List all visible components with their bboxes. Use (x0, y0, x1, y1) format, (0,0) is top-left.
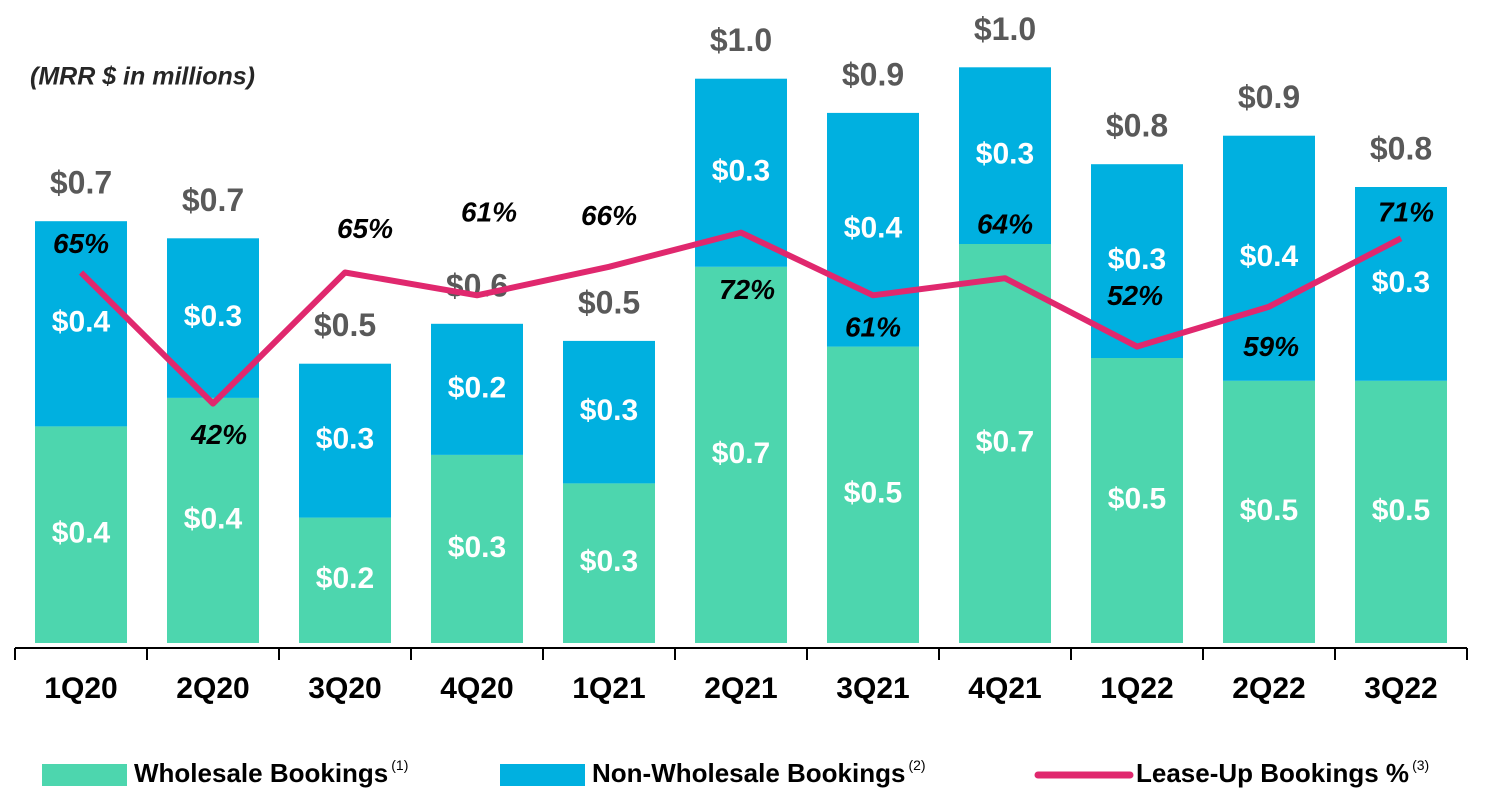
bar-segment (431, 454, 523, 643)
segment-label: $0.5 (1240, 494, 1298, 527)
legend-note: (2) (908, 757, 925, 773)
line-label: 61% (845, 312, 901, 343)
bar-segment (563, 340, 655, 484)
segment-label: $0.4 (184, 502, 243, 535)
segment-label: $0.5 (844, 477, 902, 510)
total-label: $1.0 (710, 22, 772, 58)
legend-label: Lease-Up Bookings % (3) (1136, 757, 1429, 788)
total-label: $0.8 (1106, 108, 1168, 144)
legend-swatch (500, 764, 585, 786)
segment-label: $0.3 (712, 155, 770, 188)
segment-label: $0.3 (184, 300, 242, 333)
line-label: 52% (1107, 280, 1163, 311)
line-label: 66% (581, 200, 637, 231)
bar-segment (827, 346, 919, 643)
legend-note: (1) (391, 757, 408, 773)
total-label: $0.9 (842, 56, 904, 92)
x-tick-label: 4Q21 (968, 672, 1041, 705)
x-tick-label: 3Q22 (1364, 672, 1437, 705)
line-label: 64% (977, 209, 1033, 240)
legend-name: Wholesale Bookings (134, 758, 388, 788)
segment-label: $0.7 (976, 425, 1034, 458)
legend-label: Non-Wholesale Bookings (2) (592, 757, 926, 788)
line (78, 229, 1403, 407)
bar-segment (1223, 380, 1315, 643)
total-label: $1.0 (974, 11, 1036, 47)
total-label: $0.7 (182, 182, 244, 218)
segment-label: $0.5 (1108, 482, 1166, 515)
x-tick-label: 3Q20 (308, 672, 381, 705)
segment-label: $0.3 (580, 545, 638, 578)
segment-label: $0.3 (316, 423, 374, 456)
segment-label: $0.3 (580, 394, 638, 427)
segment-label: $0.2 (316, 562, 374, 595)
legend-name: Non-Wholesale Bookings (592, 758, 905, 788)
total-label: $0.5 (578, 284, 640, 320)
annotation: (MRR $ in millions) (30, 63, 255, 91)
x-tick-label: 1Q22 (1100, 672, 1173, 705)
segment-label: $0.3 (1372, 266, 1430, 299)
line-label: 65% (337, 213, 393, 244)
bar-segment (1355, 187, 1447, 381)
segment-label: $0.7 (712, 437, 770, 470)
bar-segment (959, 67, 1051, 244)
x-tick-label: 1Q21 (572, 672, 645, 705)
bar-segment (431, 323, 523, 455)
segment-label: $0.4 (1240, 240, 1299, 273)
bar-segment (563, 483, 655, 643)
segment-label: $0.3 (976, 138, 1034, 171)
segment-label: $0.4 (52, 517, 111, 550)
bar-segment (695, 266, 787, 643)
segment-label: $0.3 (448, 531, 506, 564)
segment-label: $0.2 (448, 371, 506, 404)
x-tick-label: 3Q21 (836, 672, 909, 705)
x-tick-label: 2Q22 (1232, 672, 1305, 705)
bar-segment (1091, 164, 1183, 358)
total-label: $0.9 (1238, 79, 1300, 115)
legend-swatch (42, 764, 127, 786)
legend-name: Lease-Up Bookings % (1136, 758, 1409, 788)
segment-label: $0.3 (1108, 243, 1166, 276)
bar-segment (959, 244, 1051, 643)
line-label: 61% (461, 197, 517, 228)
segment-label: $0.4 (52, 306, 111, 339)
legend-note: (3) (1412, 757, 1429, 773)
bar-segment (1223, 135, 1315, 381)
bar-segment (299, 517, 391, 643)
x-tick-label: 2Q20 (176, 672, 249, 705)
line-label: 72% (719, 274, 775, 305)
total-label: $0.7 (50, 165, 112, 201)
line-label: 71% (1378, 197, 1434, 228)
bar-segment (1091, 358, 1183, 643)
line-label: 59% (1243, 331, 1299, 362)
bar-segment (35, 426, 127, 643)
bar-segment (299, 363, 391, 518)
segment-label: $0.4 (844, 212, 903, 245)
x-tick-label: 2Q21 (704, 672, 777, 705)
total-label: $0.5 (314, 307, 376, 343)
bar-segment (167, 397, 259, 643)
x-tick-label: 4Q20 (440, 672, 513, 705)
legend-label: Wholesale Bookings (1) (134, 757, 408, 788)
line-label: 65% (53, 228, 109, 259)
bar-segment (1355, 380, 1447, 643)
bar-segment (35, 221, 127, 427)
segment-label: $0.5 (1372, 494, 1430, 527)
line-label: 42% (190, 419, 247, 450)
x-tick-label: 1Q20 (44, 672, 117, 705)
bar-segment (827, 112, 919, 347)
total-label: $0.8 (1370, 130, 1432, 166)
